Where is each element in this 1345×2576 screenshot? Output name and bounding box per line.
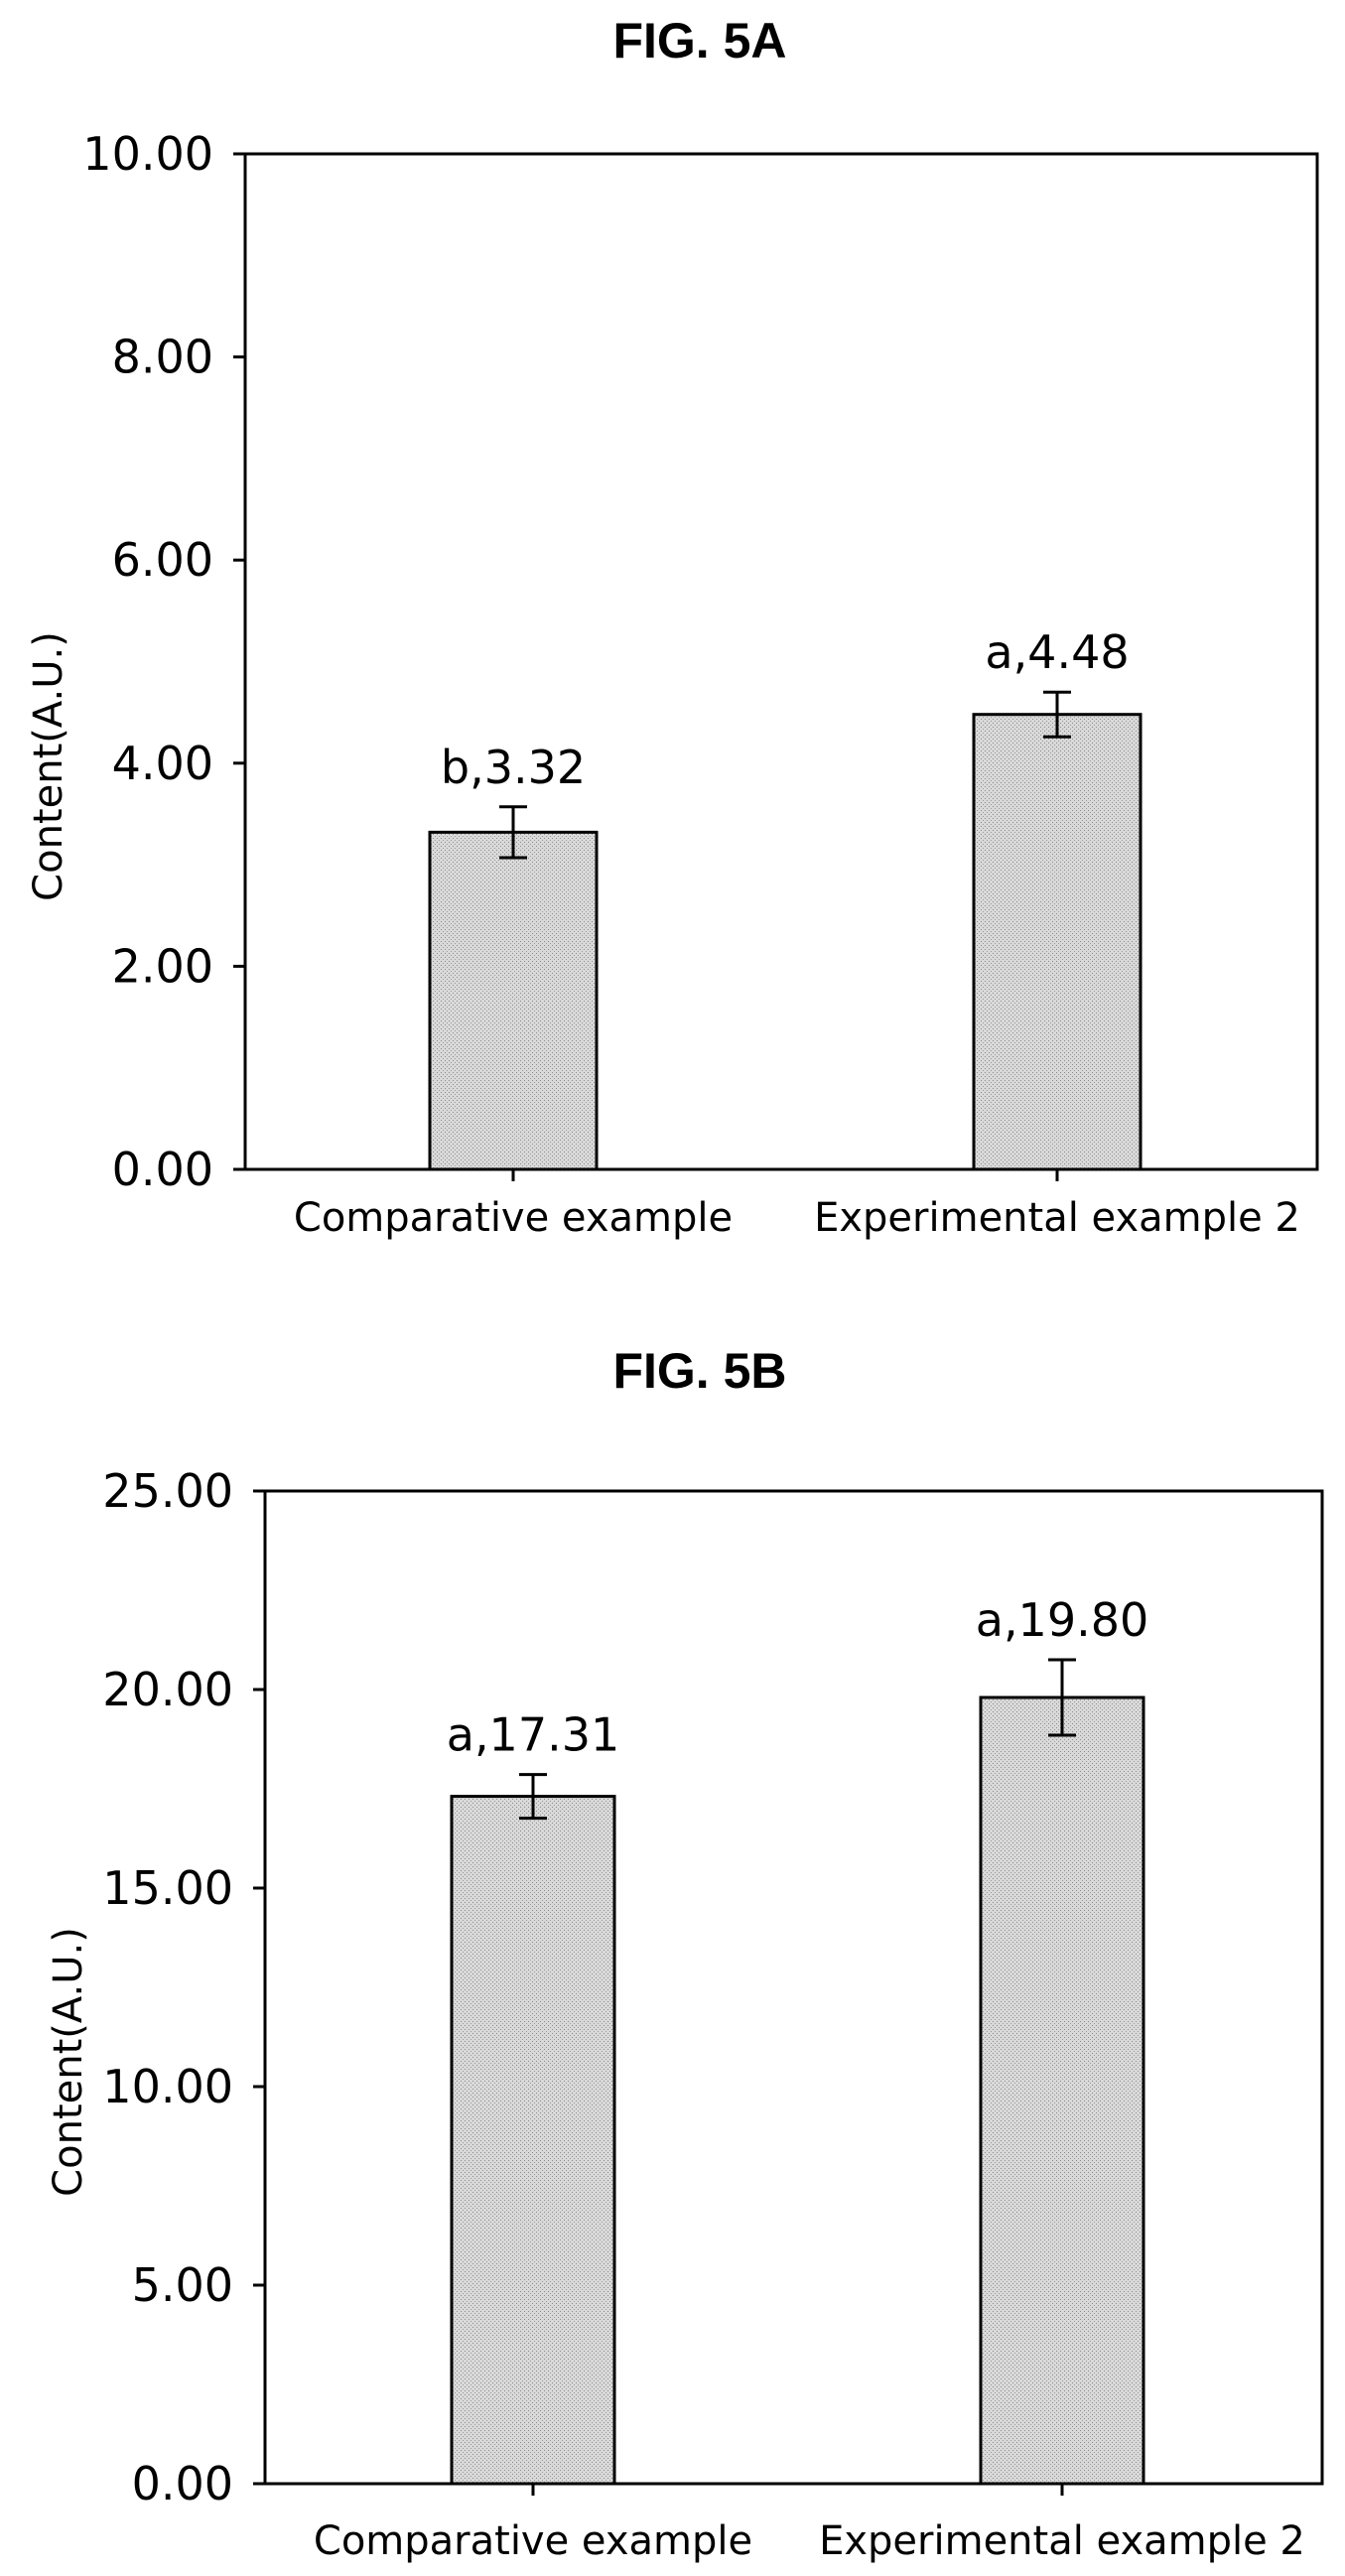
bar <box>979 1695 1145 2486</box>
bar-group: a,17.31 a,19.80 <box>447 1593 1149 2486</box>
y-tick-label: 0.00 <box>112 1143 213 1196</box>
y-tick-group: 0.00 2.00 4.00 6.00 8.00 10.00 <box>82 127 245 1196</box>
y-tick-label: 6.00 <box>112 533 213 587</box>
chart-fig-5b: FIG. 5B Content(A.U.) 0.00 5.00 10.00 15.00… <box>46 1343 1324 2564</box>
x-category-label: Comparative example <box>314 2518 752 2564</box>
plot-frame <box>243 152 1319 1171</box>
y-tick-label: 2.00 <box>112 939 213 993</box>
bar <box>450 1795 616 2486</box>
y-tick-label: 4.00 <box>112 737 213 790</box>
data-label: a,19.80 <box>976 1593 1149 1647</box>
y-tick-label: 0.00 <box>132 2457 233 2510</box>
data-label: a,4.48 <box>985 625 1129 679</box>
category-label-group: Comparative example Experimental example … <box>294 1169 1300 1241</box>
chart-fig-5a: FIG. 5A Content(A.U.) 0.00 2.00 4.00 6.00 8.… <box>26 13 1319 1241</box>
plot-frame <box>263 1489 1324 2486</box>
y-tick-label: 10.00 <box>102 2060 233 2113</box>
x-category-label: Experimental example 2 <box>814 1195 1300 1241</box>
category-label-group: Comparative example Experimental example … <box>314 2484 1305 2564</box>
y-axis-label: Content(A.U.) <box>46 1927 91 2197</box>
y-tick-label: 15.00 <box>102 1861 233 1915</box>
x-category-label: Comparative example <box>294 1195 733 1241</box>
x-category-label: Experimental example 2 <box>819 2518 1305 2564</box>
data-label: b,3.32 <box>441 741 586 794</box>
bar <box>428 830 599 1171</box>
y-tick-label: 5.00 <box>132 2258 233 2312</box>
y-tick-label: 25.00 <box>102 1464 233 1518</box>
data-label: a,17.31 <box>447 1708 620 1762</box>
y-axis-label: Content(A.U.) <box>26 631 71 901</box>
y-tick-label: 10.00 <box>82 127 213 181</box>
y-tick-group: 0.00 5.00 10.00 15.00 20.00 25.00 <box>102 1464 265 2510</box>
bar-group: b,3.32 a,4.48 <box>428 625 1143 1171</box>
chart-title: FIG. 5B <box>612 1343 786 1399</box>
bar <box>972 713 1143 1171</box>
chart-title: FIG. 5A <box>612 13 786 68</box>
y-tick-label: 8.00 <box>112 331 213 384</box>
y-tick-label: 20.00 <box>102 1663 233 1716</box>
